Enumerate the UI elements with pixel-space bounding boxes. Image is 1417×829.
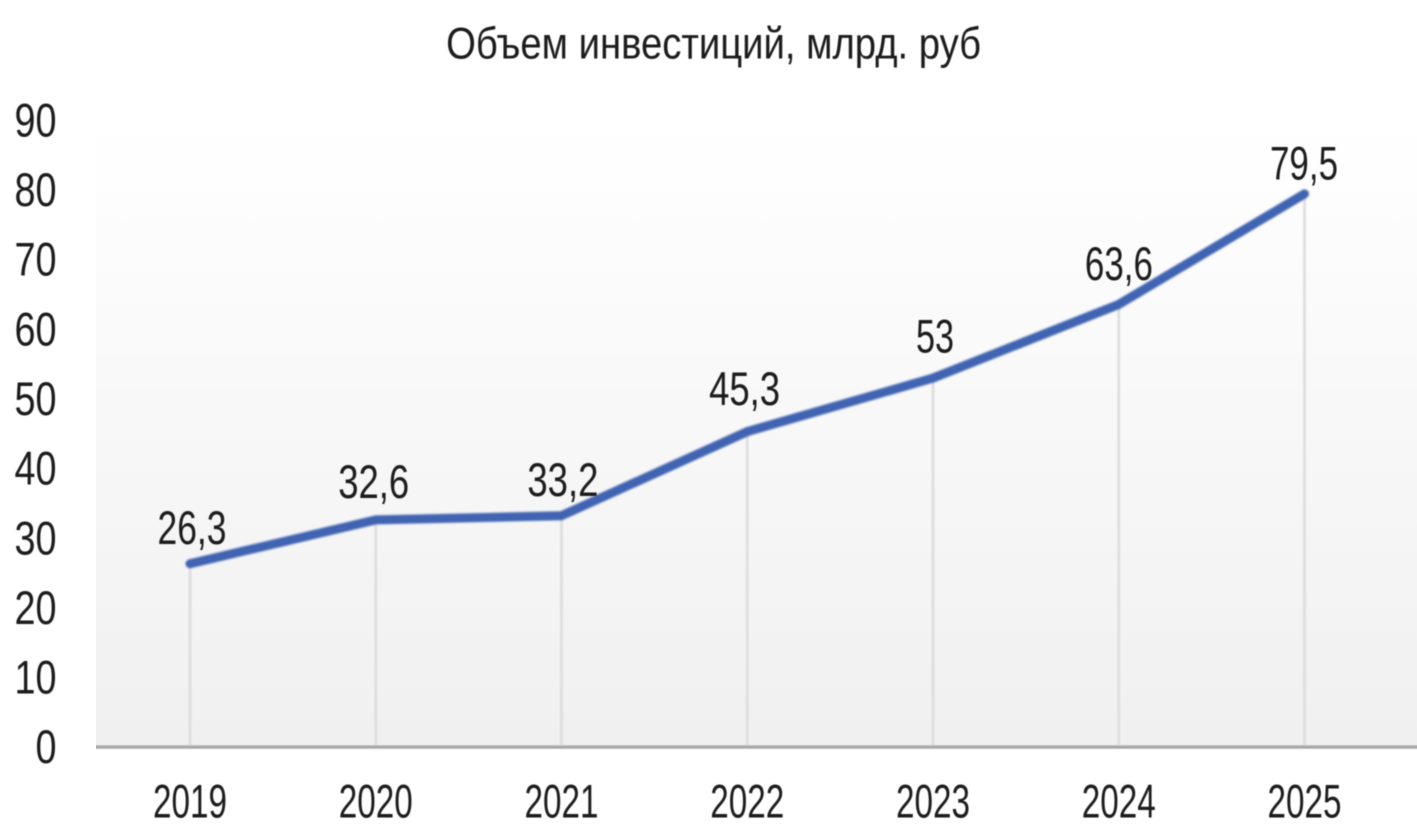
svg-text:45,3: 45,3 xyxy=(709,363,780,416)
svg-text:70: 70 xyxy=(15,234,57,287)
svg-text:2022: 2022 xyxy=(710,776,784,829)
svg-text:2019: 2019 xyxy=(153,776,227,829)
svg-text:30: 30 xyxy=(15,512,57,565)
svg-text:20: 20 xyxy=(15,582,57,635)
svg-text:33,2: 33,2 xyxy=(527,454,598,507)
svg-text:2025: 2025 xyxy=(1268,776,1342,829)
svg-text:2021: 2021 xyxy=(525,776,599,829)
svg-text:10: 10 xyxy=(15,652,57,705)
svg-text:2024: 2024 xyxy=(1082,776,1156,829)
svg-text:60: 60 xyxy=(15,303,57,356)
svg-text:53: 53 xyxy=(916,311,954,364)
svg-text:2020: 2020 xyxy=(339,776,413,829)
svg-text:79,5: 79,5 xyxy=(1270,138,1338,191)
svg-text:40: 40 xyxy=(15,443,57,496)
svg-text:80: 80 xyxy=(15,164,57,217)
svg-text:63,6: 63,6 xyxy=(1085,238,1153,291)
svg-text:90: 90 xyxy=(15,94,57,147)
svg-text:Объем инвестиций, млрд. руб: Объем инвестиций, млрд. руб xyxy=(446,20,981,69)
svg-text:2023: 2023 xyxy=(896,776,970,829)
svg-text:26,3: 26,3 xyxy=(158,502,227,555)
svg-text:0: 0 xyxy=(36,721,57,774)
svg-text:32,6: 32,6 xyxy=(338,456,409,509)
svg-text:50: 50 xyxy=(15,373,57,426)
